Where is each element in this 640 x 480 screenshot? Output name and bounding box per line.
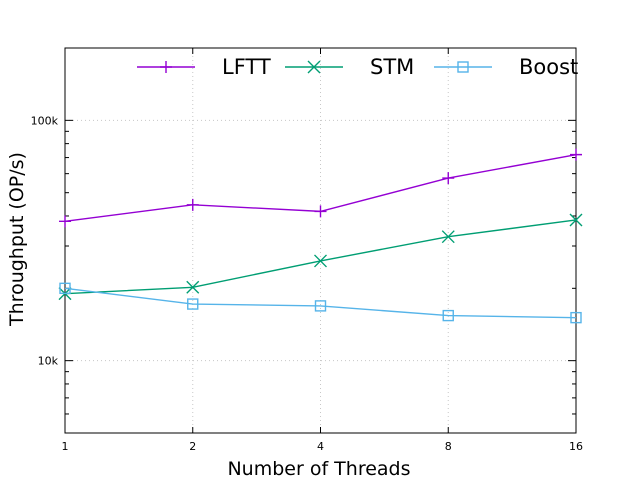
x-tick-label: 4 [317, 440, 324, 453]
data-point-lftt [59, 215, 71, 228]
axis-ticks: 1 2 4 8 16 10k 100k [31, 48, 583, 453]
x-tick-label: 8 [445, 440, 452, 453]
legend-label: STM [370, 55, 414, 79]
x-tick-label: 2 [189, 440, 196, 453]
data-point-boost [59, 282, 71, 295]
data-point-lftt [186, 198, 199, 211]
x-tick-label: 16 [569, 440, 583, 453]
data-point-lftt [314, 205, 327, 218]
data-point-stm [441, 230, 455, 244]
data-point-stm [314, 254, 327, 268]
legend-label: Boost [519, 55, 578, 79]
data-point-lftt [570, 148, 582, 161]
grid [65, 48, 576, 433]
x-tick-label: 1 [62, 440, 69, 453]
legend-item-boost: Boost [434, 55, 578, 79]
legend-marker [160, 61, 172, 73]
data-point-boost [442, 309, 454, 322]
y-tick-label: 10k [38, 355, 59, 368]
x-axis-label: Number of Threads [227, 458, 410, 480]
y-axis-label: Throughput (OP/s) [6, 152, 28, 327]
data-point-boost [187, 298, 199, 310]
legend-item-stm: STM [285, 55, 414, 79]
data-point-boost [314, 300, 327, 312]
series-group [58, 148, 583, 324]
data-point-boost [570, 311, 582, 324]
y-tick-label: 100k [31, 114, 59, 127]
legend: LFTT STM Boost [137, 55, 578, 79]
data-point-stm [186, 280, 200, 294]
legend-marker [457, 61, 469, 73]
legend-marker [307, 60, 321, 74]
series-line-boost [64, 287, 577, 319]
legend-item-lftt: LFTT [137, 55, 271, 79]
legend-label: LFTT [222, 55, 271, 79]
data-point-lftt [442, 172, 455, 185]
data-point-stm [569, 213, 583, 227]
